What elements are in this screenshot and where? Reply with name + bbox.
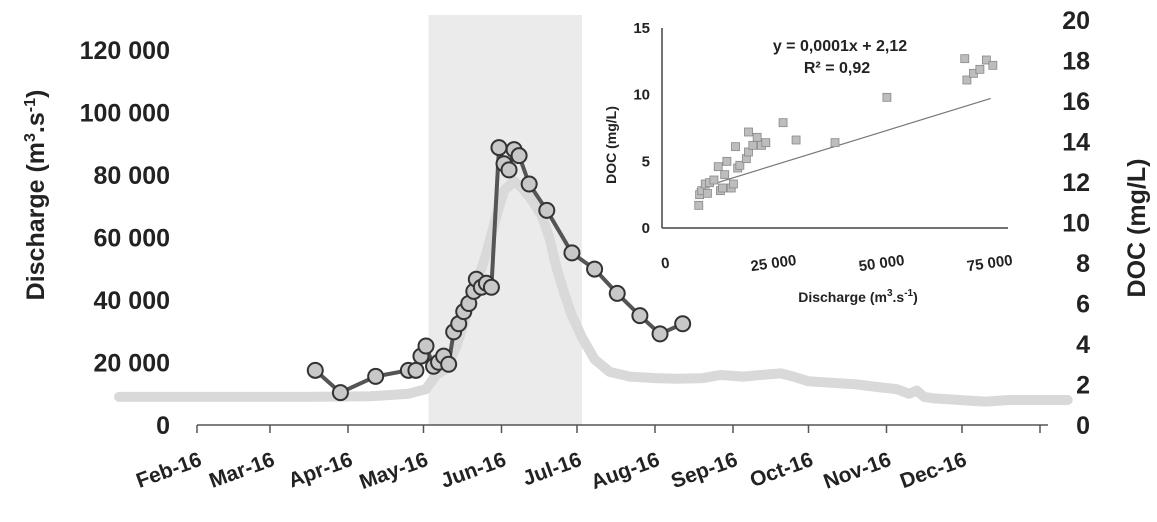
left-y-tick-label: 120 000 — [80, 37, 170, 65]
inset-x-tick-label: 75 000 — [966, 252, 1014, 275]
right-y-tick-label: 16 — [1062, 88, 1090, 116]
doc-point — [407, 361, 425, 379]
x-tick-labels: Feb-16 Mar-16 Apr-16 May-16 Jun-16 Jul-16 Aug-… — [133, 448, 969, 494]
inset-x-tick-label: 25 000 — [750, 252, 798, 275]
right-y-tick-label: 20 — [1062, 7, 1090, 35]
doc-point — [500, 161, 518, 179]
left-y-tick-label: 80 000 — [94, 162, 170, 190]
inset-point — [748, 140, 758, 150]
right-y-tick-label: 2 — [1076, 372, 1090, 400]
right-y-tick-label: 0 — [1076, 412, 1090, 440]
inset-point — [981, 55, 991, 65]
inset-point — [694, 200, 704, 210]
doc-point — [490, 139, 508, 157]
x-tick-label: Sep-16 — [668, 448, 741, 493]
doc-point — [417, 337, 435, 355]
doc-point — [331, 384, 349, 402]
left-y-axis-title: Discharge (m3.s-1) — [22, 90, 50, 301]
inset-x-tick-label: 50 000 — [858, 252, 906, 275]
right-y-axis-title: DOC (mg/L) — [1123, 159, 1151, 298]
right-y-tick-label: 4 — [1076, 331, 1090, 359]
x-tick-label: Feb-16 — [133, 448, 204, 493]
inset-y-tick-labels: 0 5 10 15 — [633, 20, 650, 237]
doc-point — [586, 260, 604, 278]
inset-point — [744, 127, 753, 137]
inset-scatter-plot: 0 25 000 50 000 75 000 0 5 10 15 y = 0,0001x +… — [603, 20, 1014, 305]
doc-point — [651, 325, 669, 343]
inset-point — [703, 188, 712, 198]
inset-point — [882, 92, 892, 102]
left-y-tick-label: 60 000 — [94, 225, 170, 253]
right-y-tick-label: 8 — [1076, 250, 1090, 278]
x-tick-label: Oct-16 — [747, 448, 816, 492]
doc-point — [520, 175, 538, 193]
left-y-tick-label: 20 000 — [94, 350, 170, 378]
inset-point — [718, 183, 727, 193]
inset-point — [960, 54, 970, 64]
doc-point — [367, 367, 385, 385]
right-y-tick-label: 10 — [1062, 210, 1090, 238]
doc-point — [482, 278, 500, 296]
doc-series-points — [306, 139, 692, 402]
inset-point — [731, 142, 740, 152]
inset-point — [713, 162, 723, 172]
inset-point — [778, 118, 788, 128]
left-y-tick-label: 100 000 — [80, 100, 170, 128]
right-y-tick-label: 18 — [1062, 48, 1090, 76]
doc-point — [306, 361, 324, 379]
inset-point — [735, 160, 745, 170]
inset-x-tick-labels: 0 25 000 50 000 75 000 — [660, 252, 1014, 275]
inset-y-tick-label: 15 — [633, 20, 650, 37]
inset-point — [791, 135, 801, 145]
inset-point — [709, 175, 719, 185]
inset-point — [728, 179, 738, 189]
right-y-tick-label: 6 — [1076, 291, 1090, 319]
inset-y-tick-label: 10 — [633, 87, 650, 104]
x-tick-label: Jul-16 — [520, 448, 585, 490]
left-y-tick-labels: 0 20 000 40 000 60 000 80 000 100 000 120 000 — [80, 37, 170, 440]
inset-point — [988, 60, 998, 70]
doc-point — [608, 284, 626, 302]
inset-point — [722, 156, 732, 166]
inset-point — [720, 170, 730, 180]
x-tick-label: Mar-16 — [206, 448, 277, 493]
doc-point — [510, 147, 528, 165]
right-y-tick-labels: 0 2 4 6 8 10 12 14 16 18 20 — [1062, 7, 1090, 440]
inset-r-squared: R² = 0,92 — [804, 60, 870, 77]
doc-point — [631, 307, 649, 325]
main-tick-marks — [196, 425, 1041, 433]
x-tick-label: Jun-16 — [438, 448, 509, 493]
inset-point — [830, 138, 840, 148]
inset-scatter-points — [694, 54, 998, 210]
x-tick-label: Dec-16 — [897, 448, 970, 493]
inset-point — [761, 138, 771, 148]
x-tick-label: Aug-16 — [588, 448, 663, 494]
inset-point — [962, 75, 972, 85]
inset-y-tick-label: 5 — [642, 153, 650, 170]
doc-point — [538, 201, 556, 219]
doc-point — [440, 355, 458, 373]
right-y-tick-label: 12 — [1062, 169, 1090, 197]
doc-point — [674, 315, 692, 333]
right-y-tick-label: 14 — [1062, 129, 1090, 157]
left-y-tick-label: 40 000 — [94, 287, 170, 315]
x-tick-label: May-16 — [356, 448, 431, 494]
left-y-tick-label: 0 — [156, 412, 170, 440]
inset-x-axis-title: Discharge (m3.s-1) — [798, 288, 918, 305]
inset-trendline — [696, 97, 991, 190]
inset-point — [975, 64, 985, 74]
x-tick-label: Apr-16 — [285, 448, 355, 492]
inset-y-tick-label: 0 — [642, 220, 650, 237]
inset-equation: y = 0,0001x + 2,12 — [773, 38, 907, 55]
discharge-series-line — [114, 176, 1073, 407]
inset-point — [752, 132, 762, 142]
inset-x-tick-label: 0 — [660, 255, 671, 273]
doc-point — [563, 244, 581, 262]
inset-y-axis-title: DOC (mg/L) — [603, 106, 619, 184]
x-tick-label: Nov-16 — [821, 448, 895, 494]
